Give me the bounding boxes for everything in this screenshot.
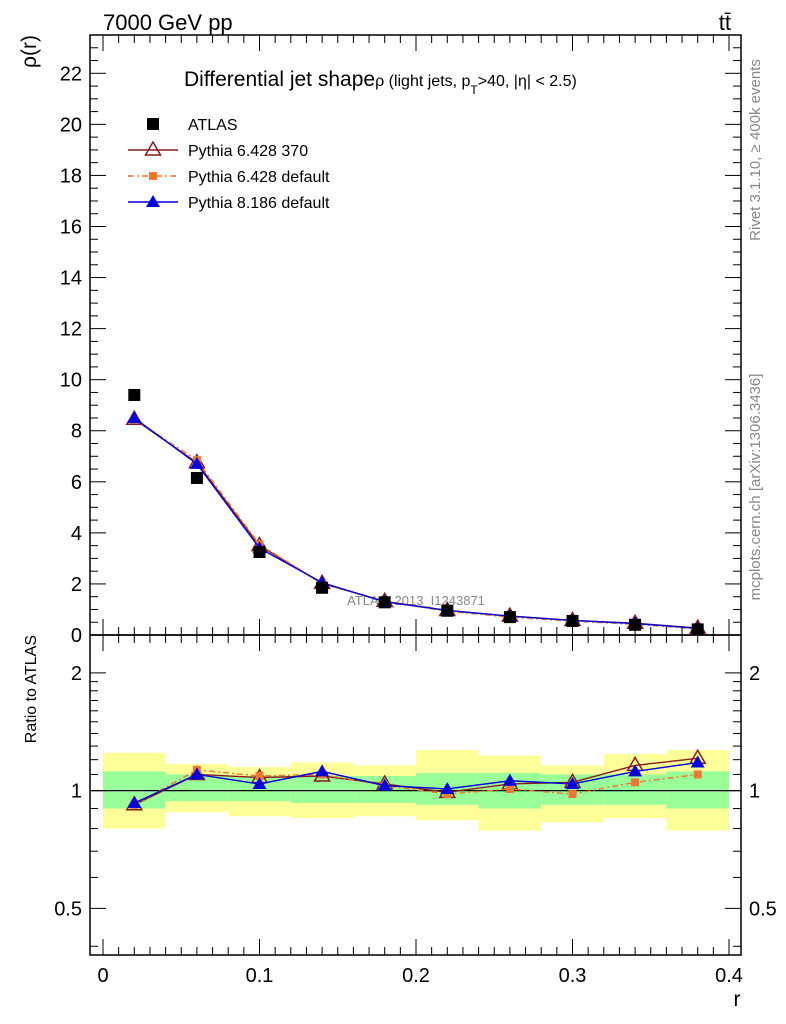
ratio-point-pythia-6-428-default [693,770,702,779]
y-tick-label: 4 [71,523,82,545]
ratio-line-pythia-6-428-370 [133,757,698,806]
data-point-pythia-8-186-default [127,410,142,423]
y-tick-label: 8 [71,421,82,443]
ratio-line-pythia-6-428-default [133,769,698,806]
legend-marker-pythia-8-186-default [146,195,160,207]
ratio-point-pythia-6-428-default [568,790,577,799]
process-label: tt̄ [719,10,731,35]
ratio-point-pythia-8-186-default [189,767,204,780]
ratio-y-tick-label-right: 0.5 [749,898,777,920]
main-plot-panel: 0 2 4 6 8 10 12 14 16 18 20 22 [60,34,742,647]
data-point-atlas [253,546,266,559]
ratio-point-pythia-8-186-default [628,764,643,777]
bottom-ylabel: Ratio to ATLAS [23,635,40,743]
ratio-point-pythia-8-186-default [690,755,705,768]
x-tick-label: 0 [97,965,108,987]
x-tick-label: 0.3 [559,965,587,987]
ratio-point-pythia-6-428-default [255,772,264,781]
data-point-pythia-8-186-default [189,456,204,469]
ratio-y-tick-label-right: 2 [749,663,760,685]
data-point-atlas [378,596,391,609]
y-tick-label: 6 [71,472,82,494]
y-tick-label: 20 [60,114,82,136]
y-tick-label: 16 [60,216,82,238]
ratio-y-tick-label-left: 0.5 [54,898,82,920]
uncertainty-band-stat [290,776,354,803]
data-point-atlas [190,471,203,484]
ratio-plot-panel: 0.5 0.5 1 1 2 2 0 0.1 0.2 0.3 0.4 [54,634,777,987]
legend: ATLAS Pythia 6.428 370 Pythia 6.428 defaul… [128,117,330,212]
x-tick-label: 0.4 [715,965,743,987]
ratio-point-pythia-8-186-default [565,776,580,789]
legend-label-pythia-6-428-370: Pythia 6.428 370 [188,143,308,160]
title-sub-sub: T [470,83,478,97]
ratio-point-pythia-8-186-default [440,781,455,794]
y-tick-label: 0 [71,625,82,647]
y-tick-label: 22 [60,63,82,85]
legend-label-pythia-8-186-default: Pythia 8.186 default [188,195,330,212]
ratio-point-pythia-8-186-default [252,776,267,789]
ratio-y-tick-label-left: 1 [71,781,82,803]
rivet-label: Rivet 3.1.10, ≥ 400k events [747,59,764,241]
y-tick-label: 2 [71,574,82,596]
x-tick-label: 0.1 [246,965,274,987]
title-main: Differential jet shape [184,68,375,91]
main-title: Differential jet shapeρ (light jets, pT>… [184,68,577,97]
data-point-atlas [441,604,454,617]
ratio-y-tick-label-left: 2 [71,663,82,685]
y-tick-label: 18 [60,165,82,187]
x-tick-label: 0.2 [402,965,430,987]
data-point-atlas [629,618,642,631]
ratio-point-pythia-6-428-default [631,778,640,787]
y-tick-label: 14 [60,268,82,290]
legend-marker-pythia-6-428-default [149,172,157,180]
title-sub-end: >40, |η| < 2.5) [478,73,577,90]
energy-label: 7000 GeV pp [103,10,233,35]
top-ylabel: ρ(r) [18,35,41,68]
y-tick-label: 10 [60,370,82,392]
data-point-atlas [128,389,141,401]
mcplots-label: mcplots.cern.ch [arXiv:1306.3436] [747,374,764,601]
legend-marker-atlas [147,118,159,130]
ratio-point-pythia-6-428-default [505,784,514,793]
title-sub: ρ (light jets, p [375,73,470,90]
data-point-atlas [503,611,516,624]
ratio-y-tick-label-right: 1 [749,781,760,803]
ratio-line-pythia-8-186-default [134,761,698,804]
legend-label-pythia-6-428-default: Pythia 6.428 default [188,169,330,186]
x-axis-label: r [734,988,741,1011]
ratio-point-pythia-6-428-default [443,790,452,799]
ratio-point-pythia-8-186-default [502,773,517,786]
series-line-pythia-8-186-default [133,417,698,630]
data-point-atlas [316,581,329,594]
legend-marker-pythia-6-428-370 [144,140,162,156]
ratio-point-pythia-8-186-default [127,795,142,808]
ratio-point-pythia-8-186-default [315,764,330,777]
ratio-point-pythia-8-186-default [377,778,392,791]
legend-label-atlas: ATLAS [188,117,238,134]
y-tick-label: 12 [60,319,82,341]
